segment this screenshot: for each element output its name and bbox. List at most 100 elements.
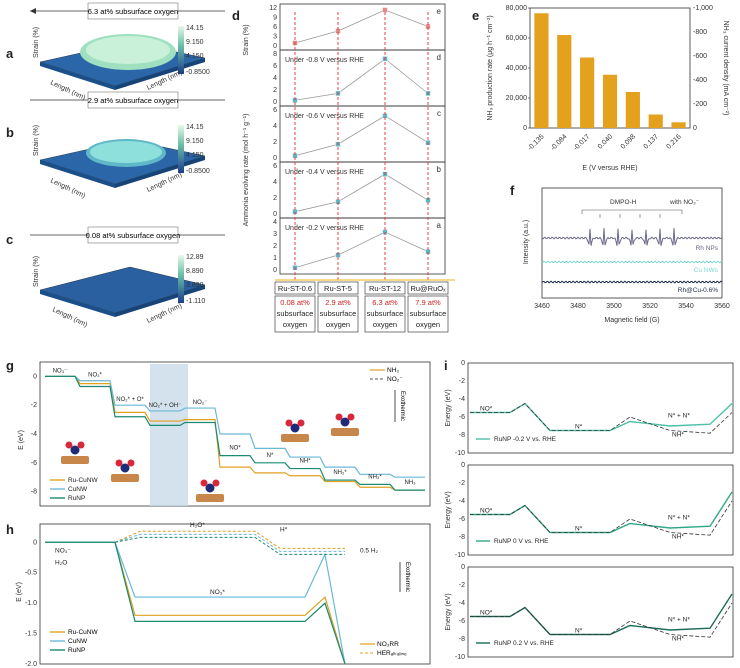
i-ytick: 0 [461, 360, 465, 367]
panel-label-b: b [6, 125, 14, 140]
e-xtick: 0.040 [597, 133, 614, 150]
i-ytick: -10 [455, 450, 465, 457]
g-ytick: -8 [31, 489, 37, 496]
h-ytick: -1.5 [25, 631, 37, 638]
i-ylabel: Energy (eV) [445, 593, 452, 630]
h-species: H₂O* [190, 522, 205, 529]
i-legend: RuNP 0 V vs. RHE [494, 538, 549, 545]
i-ylabel: Energy (eV) [445, 491, 452, 528]
c-zmax: 12.89 [186, 254, 204, 261]
panel-h-free-energy: E (eV) 0 -0.5 -1.0 -1.5 -2.0 NO₃⁻ H₂O H₂O* NO₃* H… [16, 522, 431, 668]
panel-label-i: i [444, 358, 448, 373]
i-ytick: -8 [459, 636, 465, 643]
d-oxygen: 7.9 at% [415, 298, 441, 307]
g-ytick: -4 [31, 431, 37, 438]
d-tick: 8 [273, 51, 277, 58]
c-zlabel: Strain (%) [33, 256, 40, 287]
i-species: NO* [480, 406, 493, 413]
d-tick: 0 [273, 211, 277, 218]
i-species: N* + N* [668, 515, 690, 522]
panel-e-bar-chart: 0 20,000 40,000 60,000 80,000 0 -200 -400 -600 -8… [487, 5, 729, 172]
d-tick: 2 [273, 195, 277, 202]
panel-label-a: a [6, 46, 14, 61]
g-species: NO₃* [88, 373, 102, 379]
panel-label-d: d [232, 8, 240, 23]
d-sub1: subsurface [410, 309, 447, 318]
b-z1: 9.150 [186, 138, 204, 145]
caption-c: 0.08 at% subsurface oxygen [86, 231, 181, 240]
f-trace-label: Rh@Cu-0.6% [678, 287, 718, 294]
e-bar-2 [580, 57, 595, 128]
h-legend: CuNW [68, 638, 88, 645]
caption-a: 6.3 at% subsurface oxygen [88, 7, 178, 16]
g-legend: CuNW [68, 486, 88, 493]
b-zmax: 14.15 [186, 124, 204, 131]
a-zmax: 14.15 [186, 25, 204, 32]
g-ytick: -2 [31, 402, 37, 409]
f-ylabel: Intensity (a.u.) [523, 220, 530, 264]
d-sub-label: Under -0.8 V versus RHE [285, 57, 364, 64]
d-tick: 3 [273, 231, 277, 238]
h-her-2 [114, 536, 345, 555]
e-y2tick: -800 [693, 29, 707, 36]
b-zlabel: Strain (%) [33, 125, 40, 156]
i-legend: RuNP -0.2 V vs. RHE [494, 436, 557, 443]
d-frame-0 [279, 3, 446, 51]
d-tick: 0 [273, 155, 277, 162]
d-oxygen-box [317, 295, 359, 333]
d-sub1: subsurface [367, 309, 404, 318]
i-ytick: -2 [459, 480, 465, 487]
i-species: NO* [480, 508, 493, 515]
d-line-1 [294, 58, 429, 101]
d-oxygen: 6.3 at% [372, 298, 398, 307]
g-legend2: NO₂⁻ [387, 376, 403, 383]
d-oxygen: 2.9 at% [325, 298, 351, 307]
g-path-cu [45, 375, 425, 478]
d-sub-letter: d [437, 53, 441, 62]
f-trace-1 [541, 260, 723, 264]
d-line-4 [294, 231, 429, 269]
d-oxygen-box [407, 295, 449, 333]
i-frame-1 [467, 464, 734, 556]
d-sub-letter: e [437, 7, 442, 16]
d-line-0 [294, 9, 429, 44]
e-ytick: 40,000 [506, 65, 528, 72]
c-ylabel: Length (nm) [146, 303, 183, 325]
e-ylabel: NH₃ production rate (μg h⁻¹ cm⁻²) [487, 15, 494, 120]
i-species: N* [575, 424, 583, 431]
g-species: NO₂* + O* [116, 397, 144, 403]
h-her-0 [114, 530, 345, 549]
i-ytick: -6 [459, 516, 465, 523]
i-line-1 [470, 491, 733, 534]
i-ytick: -6 [459, 618, 465, 625]
e-bar-6 [671, 122, 686, 128]
d-strain-label: Strain (%) [243, 24, 250, 55]
f-trace-label: Cu NWs [694, 267, 719, 274]
i-ytick: -10 [455, 654, 465, 661]
panel-b-surface: 2.9 at% subsurface oxygen 14.15 9.150 4.… [30, 91, 225, 200]
d-sub1: subsurface [320, 309, 357, 318]
e-ytick: 60,000 [506, 35, 528, 42]
f-trace-label: Rh NPs [696, 245, 719, 252]
f-with: with NO₃⁻ [669, 199, 700, 206]
d-tick: 6 [273, 24, 277, 31]
e-ytick: 0 [523, 125, 527, 132]
e-ytick: 80,000 [506, 5, 528, 12]
g-species: N* [267, 453, 274, 459]
b-zmin: -0.8500 [186, 168, 210, 175]
panel-label-f: f [510, 183, 515, 198]
c-z2: 3.890 [186, 282, 204, 289]
d-line-3 [294, 173, 429, 213]
d-tick: 2 [273, 243, 277, 250]
i-species: NH* [672, 534, 684, 541]
d-sub1: subsurface [277, 309, 314, 318]
g-species: NH₃ [404, 480, 416, 486]
i-ytick: -8 [459, 534, 465, 541]
a-z1: 9.150 [186, 39, 204, 46]
c-xlabel: Length (nm) [51, 306, 88, 328]
f-dmpo-bracket [581, 209, 683, 218]
caption-b: 2.9 at% subsurface oxygen [88, 96, 178, 105]
h-nrr-1 [45, 541, 346, 665]
d-tick: 6 [273, 63, 277, 70]
d-tick: 4 [273, 75, 277, 82]
